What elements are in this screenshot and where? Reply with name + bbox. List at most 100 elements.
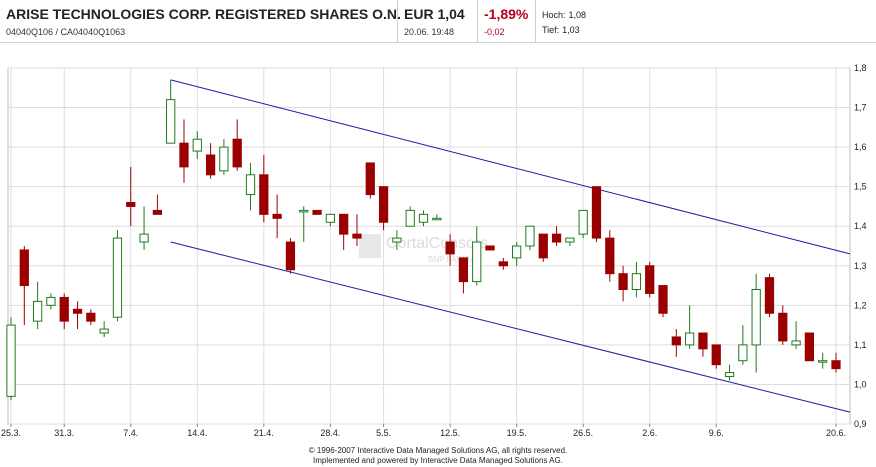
change-percent: -1,89% <box>484 6 529 22</box>
trend-line-lower <box>170 241 851 413</box>
candle-body <box>86 312 96 322</box>
x-tick-label: 5.5. <box>376 428 391 438</box>
candle <box>538 233 548 262</box>
candle <box>139 206 149 250</box>
candle-body <box>378 186 389 223</box>
candle-body <box>19 249 29 287</box>
candle-body <box>458 257 469 283</box>
candle-body <box>751 289 761 346</box>
candle-body <box>418 213 429 223</box>
last-price: EUR 1,04 <box>404 6 465 22</box>
low-value: 1,03 <box>562 25 580 35</box>
candle-body <box>698 332 708 350</box>
candle-body <box>232 138 242 168</box>
candle-body <box>405 209 415 227</box>
candle <box>405 206 415 227</box>
low-label: Tief: <box>542 25 560 35</box>
candle <box>578 209 588 239</box>
x-tick-label: 21.4. <box>254 428 274 438</box>
change-cell: -1,89% -0,02 <box>478 0 536 42</box>
candle <box>685 305 695 349</box>
high-value: 1,08 <box>568 10 587 20</box>
candles <box>6 79 841 401</box>
candle <box>711 344 721 369</box>
candle <box>565 237 575 246</box>
y-tick-label: 1,8 <box>854 63 867 73</box>
candle-body <box>645 265 655 294</box>
candle <box>418 210 429 227</box>
candle <box>525 225 535 250</box>
x-tick-label: 12.5. <box>440 428 460 438</box>
candle <box>72 301 83 330</box>
candle <box>272 194 282 239</box>
candle-body <box>126 201 136 207</box>
candle <box>86 309 96 326</box>
candle <box>19 246 29 326</box>
plot-frame <box>7 67 851 425</box>
x-tick-label: 9.6. <box>709 428 724 438</box>
candle-body <box>245 174 256 196</box>
candle <box>99 321 109 337</box>
candle <box>658 285 668 318</box>
copyright-footer: © 1996-2007 Interactive Data Managed Sol… <box>0 446 876 466</box>
implemented-line: Implemented and powered by Interactive D… <box>313 456 563 465</box>
price-cell: EUR 1,04 20.06. 19:48 <box>398 0 478 42</box>
candle <box>818 352 828 369</box>
candle <box>259 155 269 223</box>
candle <box>804 332 815 362</box>
candle <box>365 162 375 199</box>
candle-body <box>166 99 176 144</box>
candle <box>498 257 508 270</box>
candle <box>631 261 642 298</box>
y-tick-label: 1,6 <box>854 142 867 152</box>
candle <box>325 213 335 227</box>
candle <box>791 321 801 349</box>
candle <box>166 79 176 144</box>
candle <box>764 273 775 318</box>
candle-body <box>578 209 588 235</box>
x-axis-labels: 25.3. 31.3. 7.4. 14.4. 21.4. 28.4. 5.5. 12.5. 19… <box>1 428 846 438</box>
candle-body <box>711 344 721 366</box>
candle <box>645 261 655 298</box>
candle <box>831 352 841 373</box>
candle <box>724 364 735 381</box>
candle-body <box>32 300 43 322</box>
watermark-line2: BNP PARIBAS <box>428 255 481 264</box>
candle-body <box>285 241 296 271</box>
candle-body <box>618 273 628 291</box>
copyright-line: © 1996-2007 Interactive Data Managed Sol… <box>308 446 568 455</box>
candle-body <box>59 296 69 322</box>
candle-body <box>685 332 695 346</box>
x-tick-label: 26.5. <box>573 428 593 438</box>
candle-body <box>312 209 322 215</box>
candle <box>152 194 162 215</box>
trend-channel <box>170 79 851 413</box>
candle-body <box>565 237 575 243</box>
candle <box>778 305 788 345</box>
candle-body <box>299 209 309 213</box>
candle <box>485 245 495 251</box>
candle <box>738 325 748 365</box>
price-datetime: 20.06. 19:48 <box>404 27 455 37</box>
y-tick-label: 1,4 <box>854 221 867 231</box>
candle-body <box>631 273 642 291</box>
watermark-logo: CortalConsors BNP PARIBAS <box>359 234 488 264</box>
candle-body <box>46 296 56 306</box>
y-tick-label: 1,7 <box>854 103 867 113</box>
y-tick-label: 1,2 <box>854 300 867 310</box>
watermark-mark <box>359 234 381 258</box>
candle-body <box>219 146 229 172</box>
candle-body <box>778 312 788 342</box>
candle <box>472 226 482 286</box>
candle-body <box>605 237 615 275</box>
candle <box>445 234 455 266</box>
instrument-cell: ARISE TECHNOLOGIES CORP. REGISTERED SHAR… <box>0 0 401 42</box>
candle <box>512 242 522 266</box>
instrument-name: ARISE TECHNOLOGIES CORP. REGISTERED SHAR… <box>6 6 401 22</box>
candle-body <box>152 209 162 215</box>
candle-body <box>139 233 149 243</box>
candle <box>32 281 43 330</box>
candle-body <box>259 174 269 215</box>
x-tick-label: 25.3. <box>1 428 21 438</box>
candle-body <box>339 213 349 235</box>
